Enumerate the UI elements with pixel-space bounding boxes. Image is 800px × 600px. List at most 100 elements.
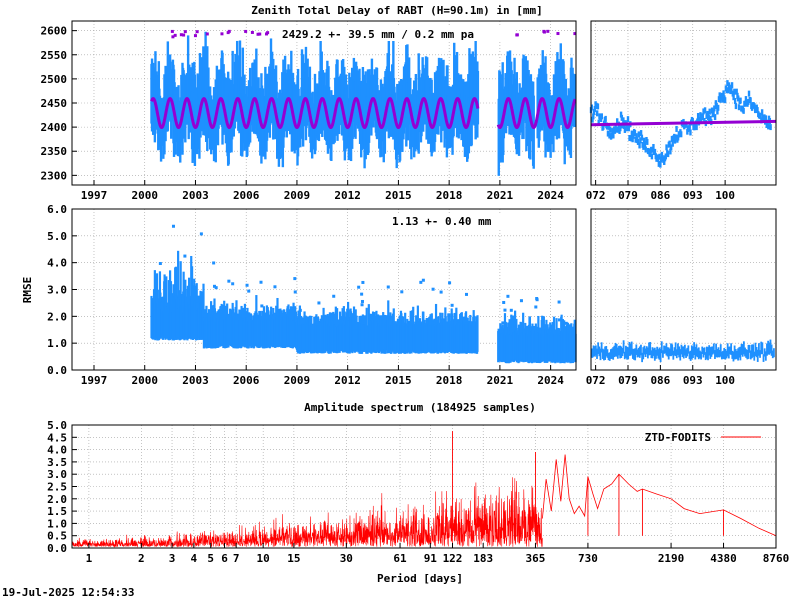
rmse-recent-point xyxy=(767,340,770,355)
ztd-x-tick-label: 2000 xyxy=(131,189,158,202)
rmse-recent-point xyxy=(657,349,660,359)
ztd-recent-point xyxy=(706,110,709,117)
ztd-recent-point xyxy=(715,103,718,110)
ztd-model-outlier xyxy=(546,29,550,33)
rmse-recent-point xyxy=(751,344,753,359)
rmse-recent-point xyxy=(636,349,639,358)
rmse-recent-point xyxy=(679,349,682,361)
rmse-recent-point xyxy=(748,344,751,353)
spectrum-line xyxy=(71,477,543,548)
rmse-recent-point xyxy=(606,349,609,358)
rmse-recent-point xyxy=(732,351,735,362)
ztd-model-outlier xyxy=(258,32,262,36)
rmse-recent-point xyxy=(697,347,700,360)
rmse-recent-point xyxy=(764,351,767,361)
rmse-outlier xyxy=(360,299,364,303)
ztd-recent-point xyxy=(732,94,735,101)
ztd-model-outlier xyxy=(266,31,270,35)
ztd-recent-point xyxy=(656,155,660,162)
rmse-recent-point xyxy=(692,346,694,358)
rmse-outlier xyxy=(231,282,235,286)
ztd-model-outlier xyxy=(256,32,260,36)
spectrum-y-tick-label: 3.0 xyxy=(47,468,67,481)
rmse-outlier xyxy=(199,232,203,236)
rmse-outlier xyxy=(361,280,365,284)
rmse-recent-point xyxy=(696,348,699,358)
rmse-recent-point xyxy=(623,351,626,360)
ztd-recent-point xyxy=(600,113,603,120)
ztd-data xyxy=(150,29,577,176)
ztd-model-line xyxy=(150,97,577,129)
rmse-x-tick-label: 2003 xyxy=(182,374,209,387)
spectrum-y-tick-label: 1.5 xyxy=(47,505,67,518)
ztd-recent-point xyxy=(728,84,731,91)
ztd-recent-point xyxy=(616,126,620,133)
spectrum-x-tick-label: 183 xyxy=(473,552,493,565)
rmse-outlier xyxy=(259,280,263,284)
ztd-model-outlier xyxy=(556,32,560,36)
rmse-recent-point xyxy=(611,348,613,359)
rmse-recent-point xyxy=(603,349,605,361)
rmse-recent-point xyxy=(665,343,668,356)
ztd-recent-point xyxy=(733,97,737,104)
rmse-outlier xyxy=(534,305,538,309)
ztd-recent-point xyxy=(698,117,701,124)
ztd-recent-point xyxy=(709,115,712,122)
ztd-recent-point xyxy=(747,90,751,97)
ztd-recent-point xyxy=(722,90,725,97)
rmse-outlier xyxy=(519,299,523,303)
ztd-y-tick-label: 2450 xyxy=(41,97,68,110)
spectrum-x-tick-label: 8760 xyxy=(763,552,790,565)
spectrum-x-ticks: 1 2 3 4 5 6 7 10 15 30 61 91 122 183 365 730 2190 4380 876… xyxy=(86,543,790,565)
rmse-x-tick-label: 2009 xyxy=(284,374,311,387)
rmse-outlier xyxy=(227,279,231,283)
ztd-recent-point xyxy=(767,123,770,130)
spectrum-y-tick-label: 1.0 xyxy=(47,517,67,530)
rmse-recent-point xyxy=(655,349,657,359)
ztd-recent-point xyxy=(659,156,663,163)
spectrum-x-tick-label: 1 xyxy=(86,552,93,565)
rmse-outlier xyxy=(439,290,443,294)
spectrum-x-tick-label: 61 xyxy=(393,552,407,565)
ztd-recent-point xyxy=(666,151,670,158)
ztd-recent-point xyxy=(689,129,692,136)
ztd-recent-plot-frame xyxy=(590,20,777,186)
rmse-recent-point xyxy=(680,344,683,355)
spectrum-x-tick-label: 15 xyxy=(287,552,300,565)
ztd-recent-point xyxy=(675,125,678,132)
rmse-recent-point xyxy=(664,346,667,354)
ztd-recent-point xyxy=(629,135,633,142)
rmse-outlier xyxy=(171,224,175,228)
rmse-recent-point xyxy=(677,343,679,355)
rmse-recent-point xyxy=(756,349,759,362)
rmse-recent-point xyxy=(715,343,718,357)
spectrum-y-tick-label: 5.0 xyxy=(47,419,67,432)
rmse-recent-point xyxy=(736,350,738,359)
rmse-recent-point xyxy=(729,346,731,355)
ztd-recent-point xyxy=(707,115,711,122)
rmse-recent-point xyxy=(638,346,641,358)
rmse-recent-point xyxy=(660,341,663,354)
rmse-x-tick-label: 2000 xyxy=(131,374,158,387)
rmse-outlier xyxy=(357,285,361,289)
rmse-recent-point xyxy=(616,347,619,359)
ztd-recent-x-ticks: 072 079 086 093 100 xyxy=(586,180,735,202)
ztd-recent-point xyxy=(735,88,738,95)
ztd-recent-point xyxy=(725,87,728,94)
rmse-outlier xyxy=(293,290,297,294)
ztd-recent-point xyxy=(639,130,643,137)
ztd-recent-point xyxy=(649,150,652,157)
rmse-outlier xyxy=(360,303,364,307)
rmse-recent-point xyxy=(770,344,773,356)
ztd-y-tick-label: 2300 xyxy=(41,169,68,182)
ztd-model-outlier xyxy=(173,33,177,37)
spectrum-x-label: Period [days] xyxy=(377,572,463,585)
ztd-x-tick-label: 2003 xyxy=(182,189,209,202)
ztd-recent-x-tick-label: 100 xyxy=(715,189,735,202)
ztd-y-ticks: 2300 2350 2400 2450 2500 2550 2600 xyxy=(41,25,77,182)
ztd-recent-point xyxy=(597,119,600,126)
rmse-recent-point xyxy=(741,344,744,357)
rmse-recent-point xyxy=(754,342,757,357)
ztd-recent-point xyxy=(685,121,688,128)
